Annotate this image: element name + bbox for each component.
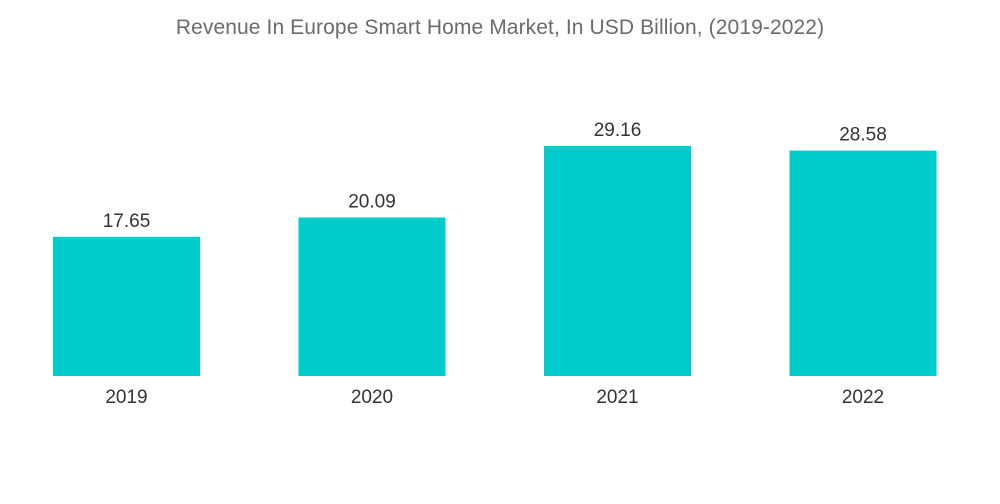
x-tick-label-2019: 2019 (105, 387, 147, 408)
value-label-2022: 28.58 (839, 125, 887, 146)
bars-layer (53, 146, 937, 376)
x-tick-labels-layer: 2019 2020 2021 2022 (105, 387, 884, 408)
bar-2022 (789, 150, 937, 376)
x-tick-label-2022: 2022 (842, 387, 884, 408)
value-labels-layer: 17.65 20.09 29.16 28.58 (103, 120, 887, 232)
value-label-2019: 17.65 (103, 211, 151, 232)
bar-2020 (298, 217, 446, 376)
x-tick-label-2020: 2020 (351, 387, 393, 408)
x-tick-label-2021: 2021 (596, 387, 638, 408)
value-label-2021: 29.16 (594, 120, 642, 141)
value-label-2020: 20.09 (348, 192, 396, 213)
bar-2021 (544, 146, 691, 376)
bar-2019 (53, 236, 200, 376)
chart-title: Revenue In Europe Smart Home Market, In … (175, 16, 825, 39)
